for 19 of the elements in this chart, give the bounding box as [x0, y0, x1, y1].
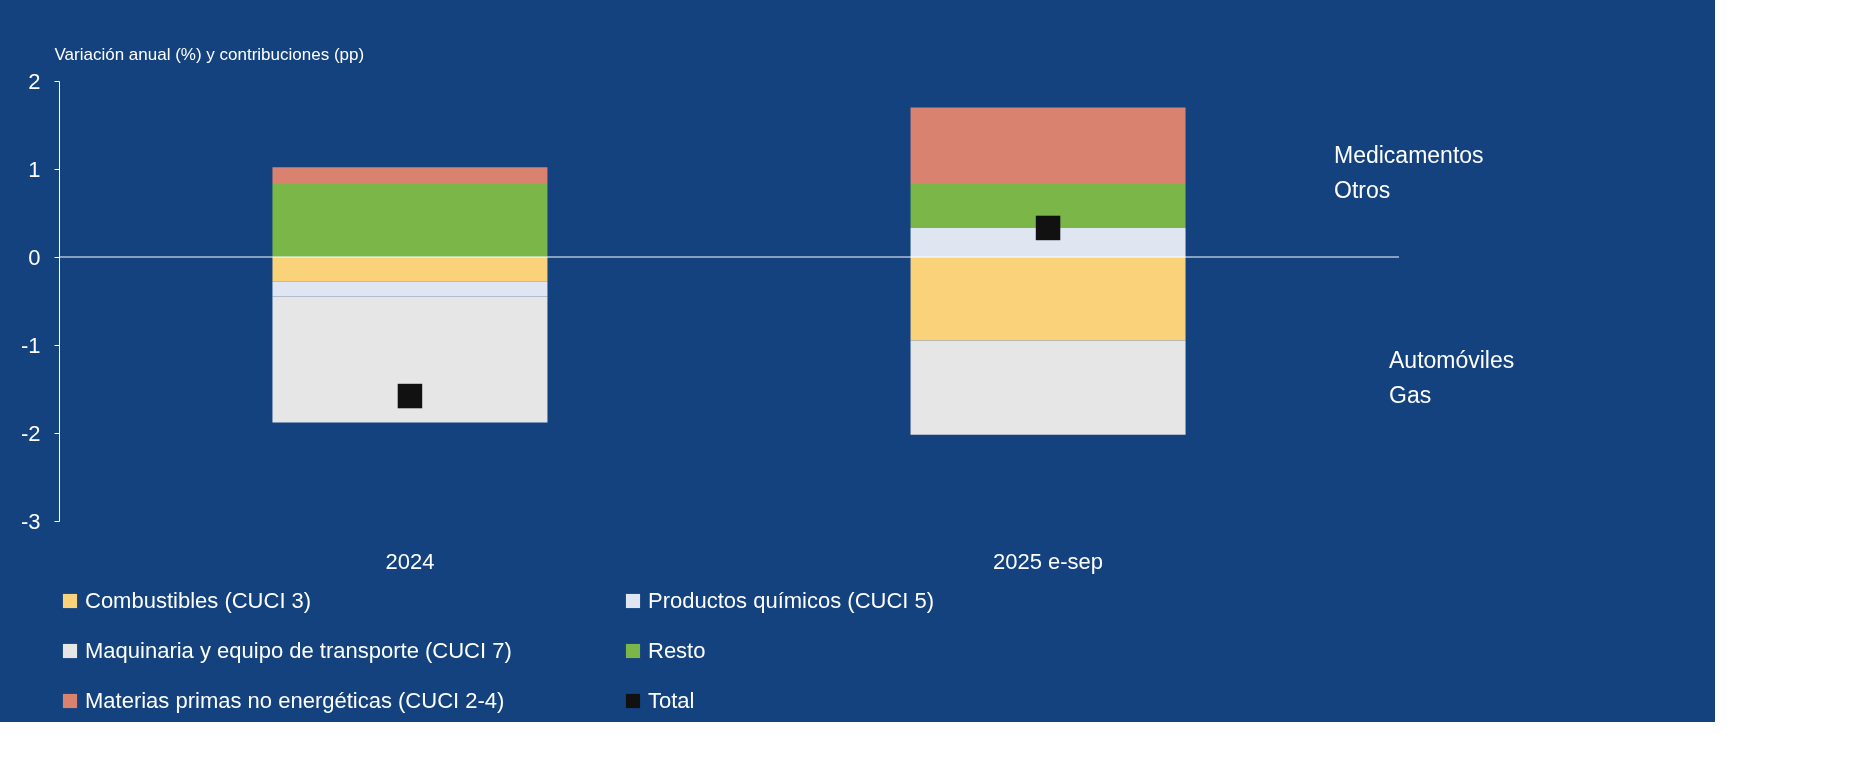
legend-label: Total [648, 688, 695, 713]
annotation: Otros [1334, 177, 1391, 203]
y-tick-label: 2 [28, 68, 41, 94]
y-tick-label: 1 [28, 156, 41, 182]
legend-label: Maquinaria y equipo de transporte (CUCI 7) [85, 638, 512, 663]
y-axis-title: Variación anual (%) y contribuciones (pp) [54, 44, 365, 64]
legend-label: Combustibles (CUCI 3) [85, 588, 312, 613]
x-tick-label: 2025 e-sep [993, 548, 1104, 574]
annotation: Medicamentos [1334, 142, 1484, 168]
legend-label: Productos químicos (CUCI 5) [648, 588, 935, 613]
x-tick-label: 2024 [385, 548, 435, 574]
y-tick-label: 0 [28, 244, 41, 270]
annotation: Gas [1389, 382, 1432, 408]
y-tick-label: -1 [20, 332, 41, 358]
legend-label: Materias primas no energéticas (CUCI 2-4) [85, 688, 505, 713]
y-tick-label: -2 [20, 420, 41, 446]
legend-label: Resto [648, 638, 706, 663]
annotation: Automóviles [1389, 347, 1515, 373]
y-tick-label: -3 [20, 508, 41, 534]
